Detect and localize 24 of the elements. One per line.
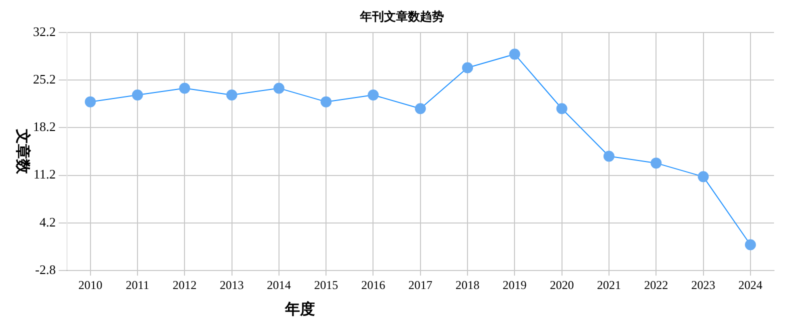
x-tick-label: 2023 bbox=[691, 278, 716, 292]
x-tick-label: 2012 bbox=[172, 278, 197, 292]
x-tick-label: 2017 bbox=[408, 278, 432, 292]
x-tick-label: 2022 bbox=[644, 278, 668, 292]
x-tick-label: 2011 bbox=[126, 278, 150, 292]
y-tick-label: -2.8 bbox=[35, 262, 56, 278]
x-tick-label: 2010 bbox=[78, 278, 102, 292]
y-tick-label: 11.2 bbox=[33, 166, 56, 182]
x-axis-title: 年度 bbox=[284, 300, 316, 318]
y-tick-label: 32.2 bbox=[33, 24, 56, 39]
x-tick-label: 2024 bbox=[738, 278, 762, 292]
y-tick-label: 25.2 bbox=[33, 71, 56, 86]
y-tick-label: 18.2 bbox=[33, 119, 56, 134]
x-tick-label: 2016 bbox=[361, 278, 386, 292]
x-tick-label: 2013 bbox=[220, 278, 244, 292]
y-axis-title: 文章数 bbox=[14, 128, 32, 175]
x-tick-label: 2015 bbox=[314, 278, 338, 292]
x-tick-label: 2014 bbox=[266, 278, 291, 292]
x-tick-label: 2019 bbox=[502, 278, 527, 292]
chart-title: 年刊文章数趋势 bbox=[359, 9, 444, 24]
x-tick-label: 2020 bbox=[550, 278, 574, 292]
x-tick-label: 2021 bbox=[596, 278, 621, 292]
x-tick-label: 2018 bbox=[456, 278, 480, 292]
y-tick-label: 4.2 bbox=[40, 214, 56, 230]
